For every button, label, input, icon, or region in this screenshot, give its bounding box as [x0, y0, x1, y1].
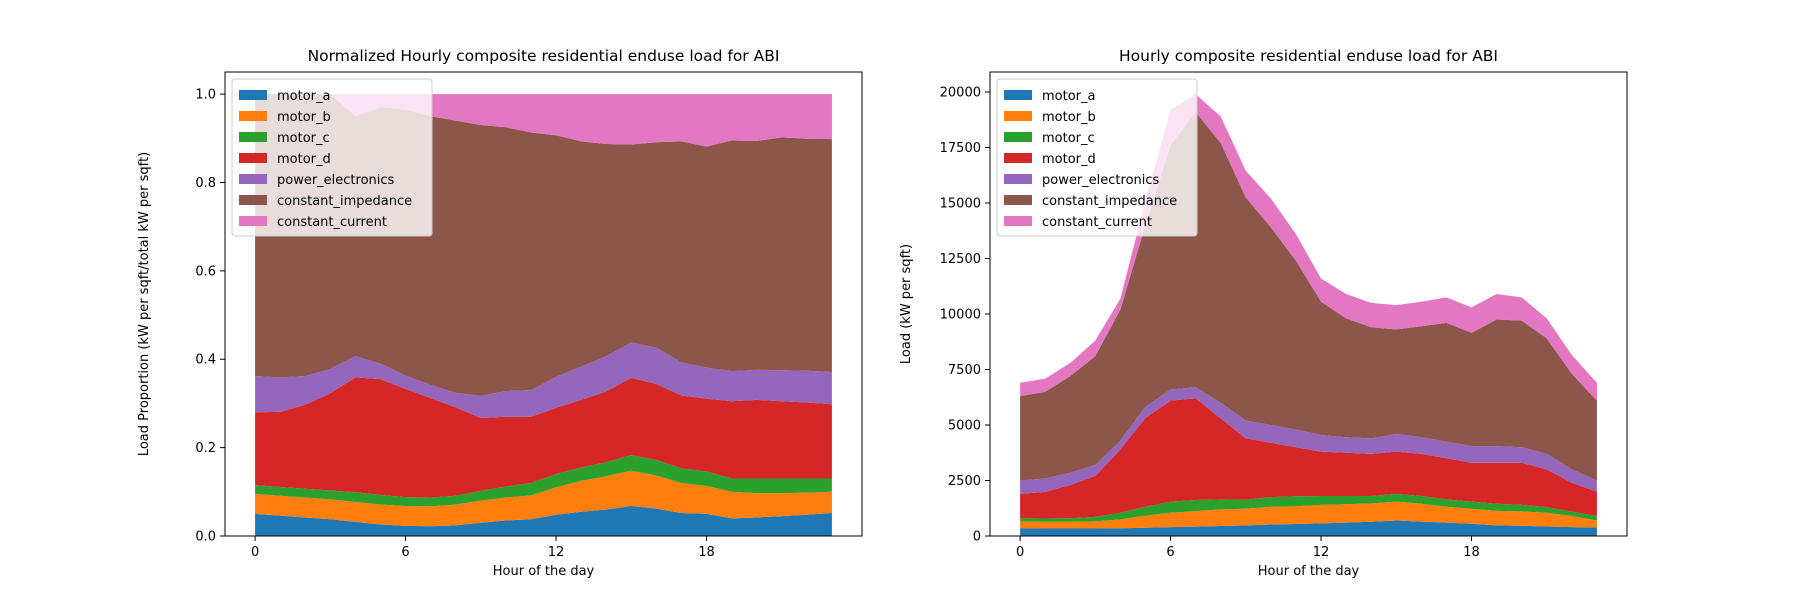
area-motor_d	[1020, 398, 1597, 519]
y-axis-label: Load Proportion (kW per sqft/total kW pe…	[137, 152, 152, 456]
area-motor_b	[1020, 501, 1597, 529]
y-tick-label: 2500	[948, 474, 981, 489]
x-axis-label: Hour of the day	[493, 564, 595, 579]
legend-swatch	[1004, 195, 1032, 205]
axis-ticks: 0 6 12 18 0 2500 5000 7500 10000 12500 15000 17500 2…	[940, 85, 1480, 560]
y-axis-label: Load (kW per sqft)	[899, 244, 914, 364]
legend-label: motor_b	[277, 110, 331, 125]
plot-frame	[989, 71, 1628, 537]
legend-swatch	[1004, 111, 1032, 121]
x-tick-label: 12	[1313, 545, 1330, 560]
legend-swatch	[239, 216, 267, 226]
legend-label: motor_d	[1042, 152, 1096, 167]
legend-label: constant_current	[277, 215, 387, 230]
area-motor_c	[255, 455, 832, 507]
legend-swatch	[1004, 174, 1032, 184]
area-constant_current	[1020, 94, 1597, 401]
legend-swatch	[1004, 132, 1032, 142]
legend-swatch	[239, 195, 267, 205]
legend-label: constant_impedance	[1042, 194, 1177, 209]
legend-swatch	[239, 153, 267, 163]
absolute-load-chart: Hourly composite residential enduse load…	[899, 47, 1628, 579]
y-tick-label: 0.4	[195, 353, 216, 368]
legend-swatch	[1004, 216, 1032, 226]
x-tick-label: 18	[1463, 545, 1480, 560]
y-tick-label: 0	[973, 530, 981, 545]
y-tick-label: 5000	[948, 418, 981, 433]
legend-label: motor_d	[277, 152, 331, 167]
legend-swatch	[1004, 153, 1032, 163]
x-axis-label: Hour of the day	[1258, 564, 1360, 579]
plot-frame	[224, 71, 863, 537]
area-motor_d	[255, 377, 832, 498]
chart-title: Normalized Hourly composite residential …	[308, 47, 780, 65]
legend-label: motor_b	[1042, 110, 1096, 125]
legend-swatch	[239, 90, 267, 100]
legend-swatch	[239, 174, 267, 184]
area-motor_a	[255, 505, 832, 536]
y-tick-label: 15000	[940, 196, 981, 211]
legend: motor_a motor_b motor_c motor_d power_electr…	[231, 78, 433, 237]
normalized-load-chart: Normalized Hourly composite residential …	[137, 47, 863, 579]
chart-title: Hourly composite residential enduse load…	[1119, 47, 1498, 65]
legend-label: power_electronics	[277, 173, 395, 188]
legend-label: constant_current	[1042, 215, 1152, 230]
axis-ticks: 0 6 12 18 0.0 0.2 0.4 0.6 0.8 1.0	[195, 88, 714, 560]
legend-label: motor_c	[277, 131, 330, 146]
area-power_electronics	[255, 342, 832, 419]
area-motor_c	[1020, 493, 1597, 522]
legend-box	[231, 78, 433, 237]
y-tick-label: 1.0	[195, 88, 216, 103]
y-tick-label: 7500	[948, 363, 981, 378]
area-motor_b	[255, 470, 832, 527]
legend-label: motor_a	[1042, 89, 1095, 104]
y-tick-label: 17500	[940, 141, 981, 156]
y-tick-label: 0.8	[195, 176, 216, 191]
y-tick-label: 0.6	[195, 264, 216, 279]
y-tick-label: 20000	[940, 85, 981, 100]
y-tick-label: 12500	[940, 252, 981, 267]
legend-label: constant_impedance	[277, 194, 412, 209]
legend-label: motor_a	[277, 89, 330, 104]
x-tick-label: 0	[251, 545, 259, 560]
x-tick-label: 6	[1166, 545, 1174, 560]
legend-swatch	[239, 111, 267, 121]
legend-swatch	[1004, 90, 1032, 100]
legend: motor_a motor_b motor_c motor_d power_electr…	[996, 78, 1198, 237]
area-power_electronics	[1020, 387, 1597, 494]
area-motor_a	[1020, 520, 1597, 536]
legend-label: motor_c	[1042, 131, 1095, 146]
legend-swatch	[239, 132, 267, 142]
y-tick-label: 0.0	[195, 530, 216, 545]
x-tick-label: 18	[698, 545, 715, 560]
legend-box	[996, 78, 1198, 237]
x-tick-label: 0	[1016, 545, 1024, 560]
x-tick-label: 6	[401, 545, 409, 560]
y-tick-label: 10000	[940, 307, 981, 322]
legend-label: power_electronics	[1042, 173, 1160, 188]
y-tick-label: 0.2	[195, 441, 216, 456]
x-tick-label: 12	[548, 545, 565, 560]
